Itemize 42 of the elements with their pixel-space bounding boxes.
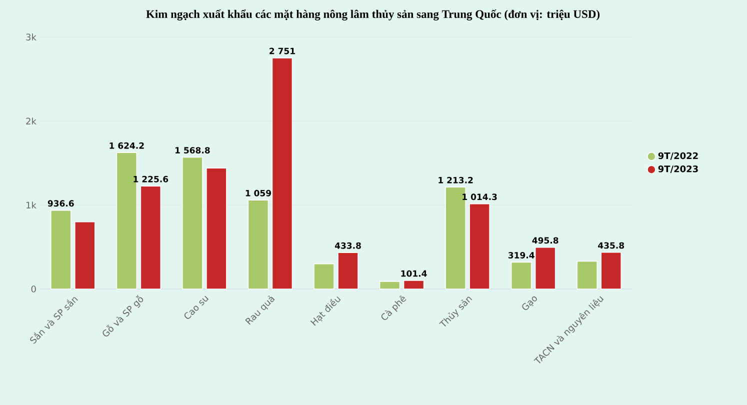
data-label: 1 213.2 [438,176,473,184]
bar [534,246,556,290]
x-tick-label: Gạo [522,296,537,310]
data-label: 1 568.8 [176,147,210,154]
x-tick-label: Rau quả [245,296,275,325]
x-tick-label: Cao su [184,296,209,319]
y-tick-label: 1k [26,202,36,208]
bar [379,281,400,290]
data-label: 433.8 [334,242,361,249]
bar [206,168,227,290]
data-label: 2 751 [270,48,295,54]
data-label: 319.4 [508,252,534,258]
data-label: 1 059 [246,190,271,196]
data-label: 101.4 [401,270,427,277]
bar [600,252,622,290]
bar [140,186,162,290]
bar [469,203,490,290]
y-tick-label: 3k [26,34,36,40]
bar [50,210,72,290]
bar [576,260,598,290]
data-label: 495.8 [532,237,558,244]
data-label: 435.8 [598,242,624,249]
legend-label: 9T/2023 [658,166,698,174]
bar [403,280,424,290]
bar [314,263,334,290]
legend-label: 9T/2022 [658,152,698,160]
bar [338,252,358,290]
data-label: 936.6 [48,200,74,207]
bar [116,152,138,290]
bar [272,58,293,290]
bar [510,262,532,290]
bar [445,186,466,290]
y-tick-label: 0 [31,286,36,292]
bar [74,221,96,290]
y-tick-label: 2k [26,118,36,124]
x-tick-label: Gỗ và SP gỗ [102,294,144,336]
data-label: 1 225.6 [134,176,168,182]
data-label: 1 624.2 [110,142,144,149]
bar [248,200,269,290]
x-tick-label: Sắn và SP sắn [30,297,78,344]
bar [182,156,203,290]
chart-title: Kim ngạch xuất khẩu các mặt hàng nông lâm thủy sản sang Trung Quốc (đơn vị: triệu USD) [146,10,600,20]
